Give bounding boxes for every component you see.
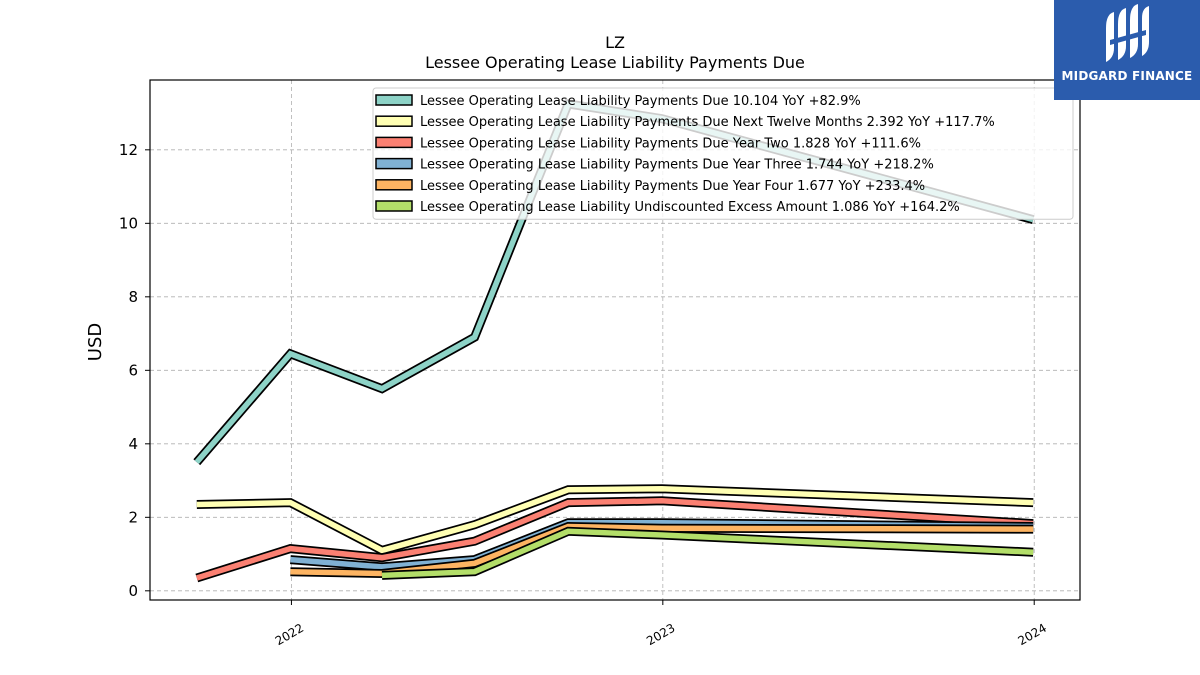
y-axis-ticks: 0 2 4 6 8 10 12 bbox=[119, 141, 150, 600]
legend-entry: Lessee Operating Lease Liability Undisco… bbox=[420, 200, 960, 215]
x-tick-label: 2022 bbox=[273, 621, 306, 648]
chart-title: LZ bbox=[605, 33, 625, 52]
legend-entry: Lessee Operating Lease Liability Payment… bbox=[420, 179, 925, 194]
y-tick-label: 10 bbox=[119, 214, 138, 232]
x-tick-label: 2023 bbox=[644, 621, 677, 648]
legend-entry: Lessee Operating Lease Liability Payment… bbox=[420, 94, 861, 109]
x-axis-ticks: 2022 2023 2024 bbox=[273, 600, 1049, 648]
y-tick-label: 8 bbox=[128, 288, 138, 306]
series-line bbox=[381, 528, 1034, 579]
midgard-m-logo-icon bbox=[1106, 4, 1149, 62]
brand-logo: MIDGARD FINANCE bbox=[1054, 0, 1200, 100]
y-tick-label: 4 bbox=[128, 435, 138, 453]
legend-swatch bbox=[375, 136, 413, 149]
y-tick-label: 6 bbox=[128, 361, 138, 379]
legend-swatch bbox=[375, 179, 413, 191]
brand-name: MIDGARD FINANCE bbox=[1061, 69, 1193, 83]
legend-entry: Lessee Operating Lease Liability Payment… bbox=[420, 158, 934, 173]
series-line bbox=[290, 523, 1034, 577]
series-lines bbox=[193, 98, 1035, 583]
y-axis-label: USD bbox=[85, 323, 106, 361]
plot-area-frame bbox=[149, 79, 1081, 601]
legend-entry: Lessee Operating Lease Liability Payment… bbox=[420, 136, 921, 151]
y-tick-label: 2 bbox=[128, 508, 138, 526]
series-line bbox=[195, 498, 1034, 581]
legend-box bbox=[372, 87, 1074, 220]
legend-entry: Lessee Operating Lease Liability Payment… bbox=[420, 115, 995, 130]
legend-swatch bbox=[375, 200, 413, 212]
chart-subtitle: Lessee Operating Lease Liability Payment… bbox=[425, 53, 805, 72]
series-line bbox=[196, 485, 1034, 554]
legend-swatch bbox=[375, 94, 413, 106]
legend: Lessee Operating Lease Liability Payment… bbox=[372, 87, 1074, 220]
legend-swatch bbox=[375, 115, 413, 127]
x-tick-label: 2024 bbox=[1015, 621, 1048, 648]
y-tick-label: 0 bbox=[128, 582, 138, 600]
legend-swatch bbox=[375, 157, 413, 170]
y-tick-label: 12 bbox=[119, 141, 138, 159]
